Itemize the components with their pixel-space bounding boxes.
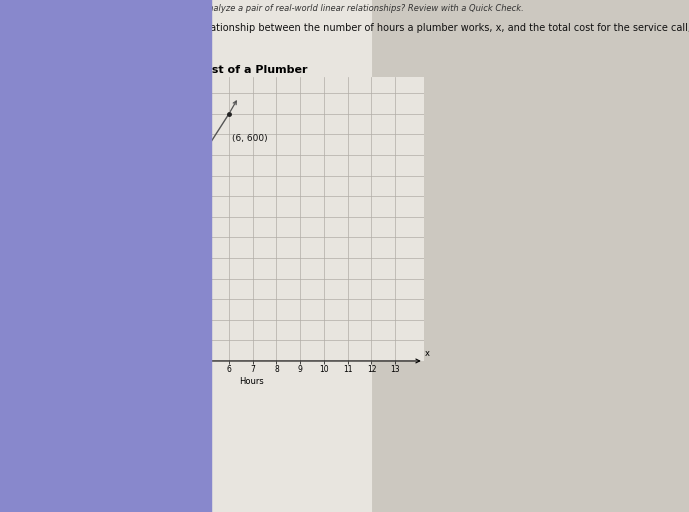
Text: Plumber 1: Plumber 1 xyxy=(10,64,61,74)
Text: x: x xyxy=(425,350,430,358)
X-axis label: Hours: Hours xyxy=(239,377,264,386)
Text: /h: /h xyxy=(107,430,117,440)
Text: (0, 60): (0, 60) xyxy=(92,321,122,330)
Title: Cost of a Plumber: Cost of a Plumber xyxy=(196,65,307,75)
Text: y: y xyxy=(89,83,94,92)
Text: to analyze a pair of real-world linear relationships? Review with a Quick Check.: to analyze a pair of real-world linear r… xyxy=(192,4,524,13)
Y-axis label: Cost ($): Cost ($) xyxy=(49,202,58,236)
Text: The graph and the equation show the relationship between the number of hours a p: The graph and the equation show the rela… xyxy=(10,23,689,45)
Text: /h: /h xyxy=(107,466,117,476)
Text: Plumber 2  $: Plumber 2 $ xyxy=(10,466,73,476)
Text: Plumber 1  $: Plumber 1 $ xyxy=(10,430,73,440)
Text: Plumber 2  y = 105x + 75: Plumber 2 y = 105x + 75 xyxy=(10,371,138,381)
Text: (6, 600): (6, 600) xyxy=(232,134,268,143)
Text: Enter the unit rate for each plumber.: Enter the unit rate for each plumber. xyxy=(10,394,190,404)
